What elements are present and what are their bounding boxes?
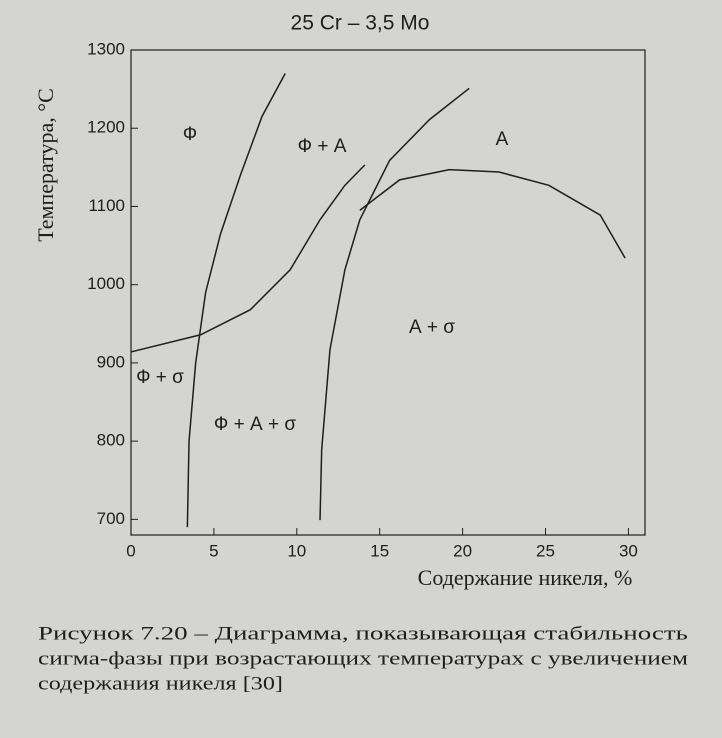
plot-frame	[130, 49, 646, 536]
phase-boundary	[186, 73, 286, 528]
phase-boundary	[359, 168, 626, 259]
region-label: Ф	[183, 124, 197, 145]
region-label: Ф + σ	[136, 367, 184, 388]
y-tick-label: 1300	[87, 39, 125, 58]
region-label: А	[496, 129, 509, 150]
region-label: Ф + А + σ	[214, 414, 296, 435]
x-tick-label: 5	[209, 541, 218, 560]
chart-title: 25 Cr – 3,5 Mo	[291, 12, 430, 35]
x-axis-label: Содержание никеля, %	[418, 565, 633, 590]
region-label: Ф + А	[298, 136, 347, 157]
y-tick-label: 700	[97, 509, 125, 528]
y-tick-label: 900	[97, 352, 125, 371]
caption-line: Рисунок 7.20 – Диаграмма, показывающая с…	[38, 624, 688, 644]
y-tick-label: 1000	[87, 274, 125, 293]
y-tick-label: 1100	[88, 196, 125, 215]
x-tick-label: 0	[126, 541, 135, 560]
x-tick-label: 20	[453, 541, 472, 560]
caption-line: содержания никеля [30]	[38, 674, 283, 694]
region-label: А + σ	[409, 317, 455, 338]
caption-line: сигма-фазы при возрастающих температурах…	[38, 649, 688, 669]
phase-boundary	[130, 164, 366, 353]
y-axis-label: Температура, °С	[33, 88, 58, 242]
x-tick-label: 25	[536, 541, 555, 560]
y-tick-label: 800	[97, 431, 125, 450]
x-tick-label: 30	[619, 541, 638, 560]
phase-boundary	[319, 87, 470, 521]
x-tick-label: 15	[370, 541, 389, 560]
x-tick-label: 10	[287, 541, 306, 560]
y-tick-label: 1200	[87, 118, 125, 137]
